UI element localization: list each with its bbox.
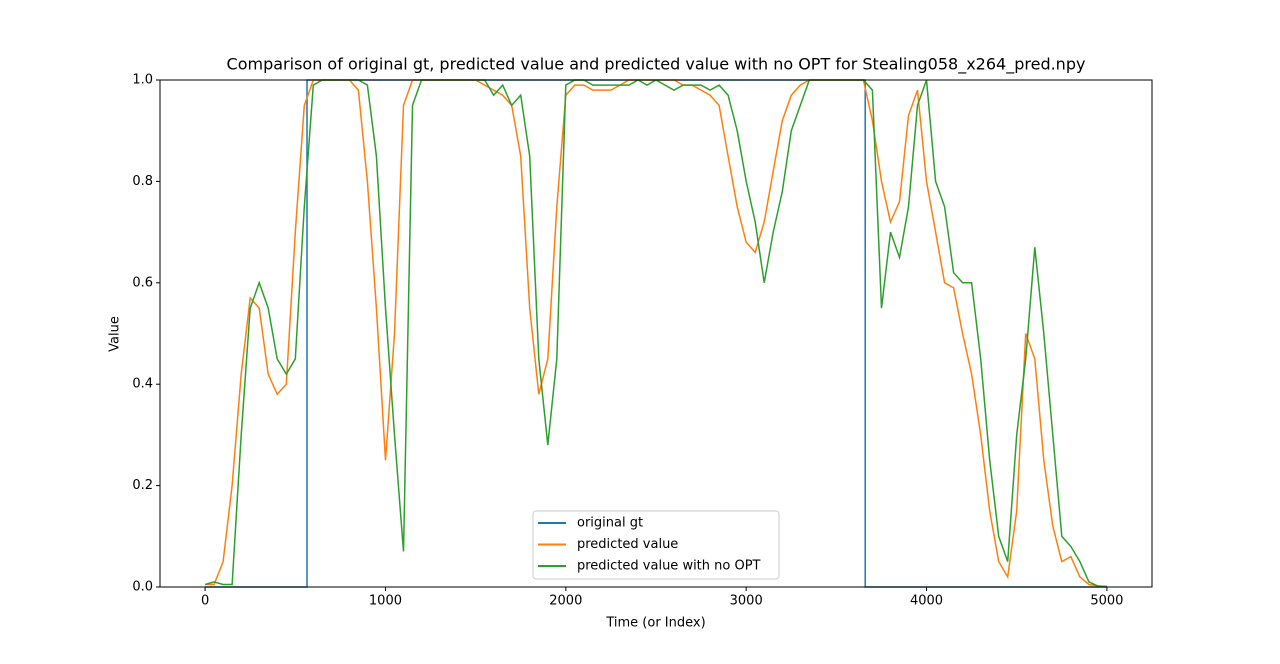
x-tick-label: 5000 xyxy=(1090,594,1123,609)
y-tick-label: 0.2 xyxy=(132,478,153,493)
y-tick-label: 0.4 xyxy=(132,377,153,392)
plot-frame xyxy=(159,79,1153,588)
legend-label: predicted value with no OPT xyxy=(577,559,761,574)
x-tick-label: 4000 xyxy=(910,594,943,609)
y-axis-label: Value xyxy=(108,316,123,352)
x-tick-label: 0 xyxy=(201,594,209,609)
y-tick-label: 0.8 xyxy=(132,174,153,189)
y-tick-label: 0.6 xyxy=(132,275,153,290)
legend-label: predicted value xyxy=(577,537,678,552)
y-tick-label: 1.0 xyxy=(132,73,153,88)
y-tick-label: 0.0 xyxy=(132,580,153,595)
legend-box xyxy=(532,510,780,580)
x-tick-label: 2000 xyxy=(549,594,582,609)
x-tick-label: 1000 xyxy=(369,594,402,609)
x-axis-label: Time (or Index) xyxy=(605,616,705,631)
chart-title: Comparison of original gt, predicted val… xyxy=(227,55,1086,75)
x-tick-label: 3000 xyxy=(730,594,763,609)
legend-label: original gt xyxy=(577,516,643,531)
